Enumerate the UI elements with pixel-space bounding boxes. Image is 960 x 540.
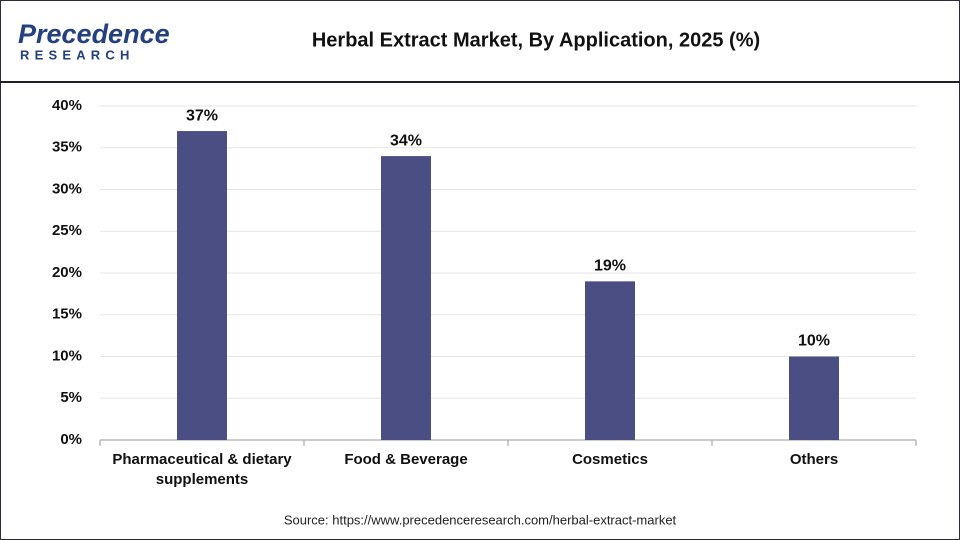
y-tick-label: 0% (60, 431, 82, 448)
chart-title: Herbal Extract Market, By Application, 2… (312, 29, 760, 51)
logo-name: Precedence (18, 19, 170, 49)
x-tick-label: Cosmetics (572, 451, 648, 468)
data-label: 34% (390, 132, 422, 149)
y-tick-label: 20% (52, 264, 82, 281)
y-tick-label: 5% (60, 389, 82, 406)
y-tick-label: 25% (52, 222, 82, 239)
bar (381, 156, 431, 440)
bar (585, 281, 635, 440)
y-tick-label: 40% (52, 97, 82, 114)
data-label: 10% (798, 333, 830, 350)
y-tick-label: 10% (52, 347, 82, 364)
source: Source: https://www.precedenceresearch.c… (284, 512, 677, 527)
y-tick-label: 15% (52, 306, 82, 323)
x-tick-label: Others (789, 451, 839, 468)
bar (789, 356, 839, 440)
logo-tagline: RESEARCH (20, 47, 135, 62)
y-tick-label: 35% (52, 139, 82, 156)
x-tick-label: Food & Beverage (344, 451, 468, 468)
data-label: 37% (186, 107, 218, 124)
data-label: 19% (594, 258, 626, 275)
x-tick-label: Pharmaceutical & dietary supplements (112, 451, 292, 488)
bar (177, 131, 227, 441)
y-tick-label: 30% (52, 180, 82, 197)
